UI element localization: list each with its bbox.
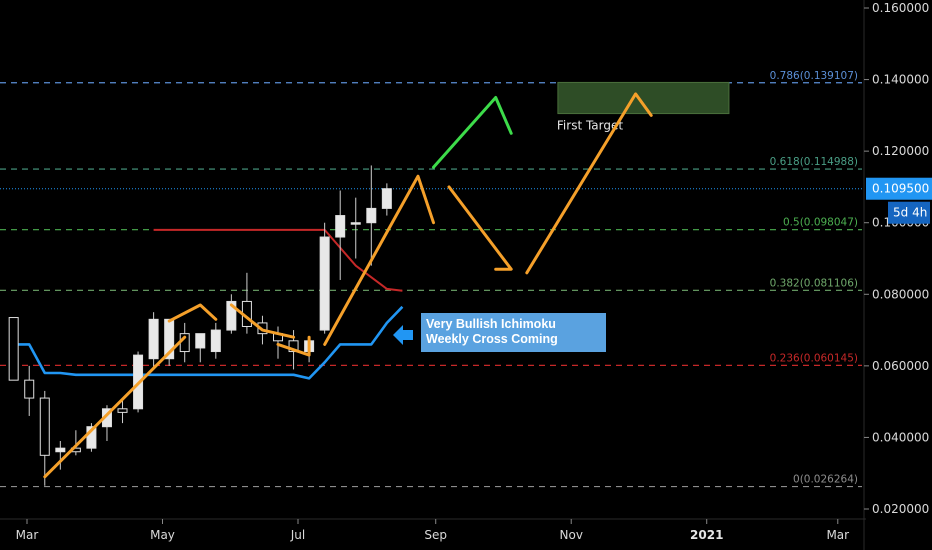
annotation-arrow-icon	[393, 325, 413, 345]
y-axis: 0.1600000.1400000.1200000.1000000.080000…	[863, 0, 929, 550]
x-tick-label: Mar	[16, 528, 39, 542]
target-box	[557, 81, 730, 115]
target-label: First Target	[557, 119, 623, 133]
x-tick-label: 2021	[690, 528, 723, 542]
orange-arrow	[447, 185, 513, 271]
annotation-text: Very Bullish Ichimoku	[426, 317, 556, 331]
countdown-label: 5d 4h	[893, 206, 927, 220]
fib-label: 0(0.026264)	[793, 474, 858, 486]
candle-up	[148, 318, 159, 360]
target-zone: First Target	[557, 81, 730, 133]
candle-up	[164, 318, 175, 360]
y-tick-label: 0.060000	[872, 359, 929, 373]
y-tick-label: 0.020000	[872, 502, 929, 516]
y-tick-label: 0.040000	[872, 430, 929, 444]
candle-up	[350, 222, 361, 225]
orange-arrow	[229, 303, 296, 339]
candle-up	[195, 333, 206, 349]
fib-levels: 0.786(0.139107) 0.618(0.114988) 0.5(0.0980…	[0, 70, 862, 488]
fib-label: 0.382(0.081106)	[770, 277, 858, 289]
x-tick-label: Jul	[290, 528, 305, 542]
candle-down	[117, 408, 128, 413]
y-tick-label: 0.080000	[872, 287, 929, 301]
candle-up	[86, 426, 97, 449]
candle-down	[8, 317, 19, 381]
annotation-text: Weekly Cross Coming	[426, 332, 558, 346]
candle-down	[24, 379, 35, 399]
orange-arrow	[43, 335, 187, 479]
fib-label: 0.5(0.098047)	[783, 217, 858, 229]
y-tick-label: 0.140000	[872, 73, 929, 87]
orange-arrow	[525, 92, 653, 275]
fib-label: 0.786(0.139107)	[770, 70, 858, 82]
x-axis: Mar May Jul Sep Nov 2021 Mar	[0, 518, 866, 542]
y-tick-label: 0.160000	[872, 1, 929, 15]
kijun-sen-line	[153, 228, 403, 292]
candle-up	[319, 236, 330, 331]
annotation-box	[421, 313, 606, 352]
price-tag: 0.109500 5d 4h	[866, 177, 932, 224]
candle-up	[210, 329, 221, 353]
candle-down	[288, 340, 299, 353]
candle-up	[335, 215, 346, 238]
candle-up	[55, 447, 66, 453]
countdown-tag	[888, 201, 930, 224]
x-tick-label: Sep	[424, 528, 447, 542]
candle-up	[366, 207, 377, 224]
y-tick-label: 0.120000	[872, 144, 929, 158]
x-tick-label: Mar	[826, 528, 849, 542]
fib-label: 0.236(0.060145)	[770, 352, 858, 364]
candle-up	[381, 188, 392, 209]
drawn-arrows	[43, 92, 653, 479]
x-tick-label: Nov	[560, 528, 583, 542]
current-price-label: 0.109500	[872, 182, 929, 196]
tenkan-sen-line	[13, 305, 404, 380]
orange-arrow	[167, 303, 218, 323]
ichimoku-lines	[13, 228, 404, 380]
current-price-tag	[866, 177, 932, 200]
x-tick-label: May	[150, 528, 175, 542]
orange-arrow	[323, 174, 435, 346]
orange-arrow	[276, 335, 311, 357]
fib-label: 0.618(0.114988)	[770, 156, 858, 168]
candle-up	[226, 300, 237, 331]
candle-down	[39, 397, 50, 456]
green-arrow	[432, 96, 513, 169]
